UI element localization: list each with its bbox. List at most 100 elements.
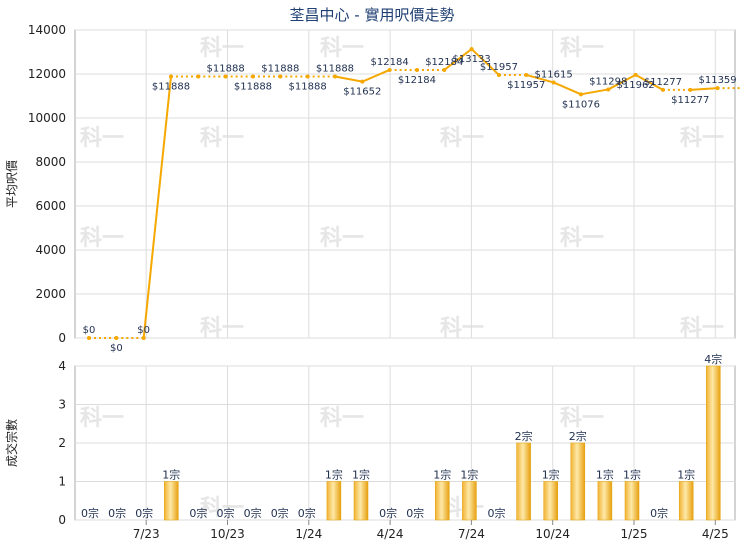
x-tick-label: 1/24 (295, 527, 322, 541)
volume-bar (353, 481, 369, 521)
price-y-tick-labels: 0 2000 4000 6000 8000 10000 12000 14000 (28, 23, 66, 345)
volume-bar (435, 481, 450, 521)
price-data-label: $11298 (589, 76, 627, 87)
volume-data-label: 0宗 (379, 506, 397, 520)
volume-data-label: 0宗 (406, 506, 424, 520)
volume-data-label: 0宗 (135, 506, 153, 520)
volume-data-label: 0宗 (488, 506, 506, 520)
price-point (114, 336, 119, 340)
price-line-series (87, 47, 740, 340)
x-tick-label: 10/24 (535, 527, 570, 541)
watermark-text: 科一 (560, 406, 604, 431)
volume-data-label: 1宗 (542, 468, 560, 482)
price-line-segment (580, 88, 609, 96)
volume-bar (706, 365, 721, 521)
price-data-label: $11888 (234, 81, 272, 92)
volume-bar (570, 442, 586, 521)
price-panel: 0 2000 4000 6000 8000 10000 12000 14000 平均呎價 $0… (5, 23, 740, 354)
watermark-text: 科一 (320, 36, 364, 61)
price-point (496, 72, 501, 77)
price-line-segment (361, 69, 391, 83)
price-point (633, 72, 638, 77)
price-data-label: $11888 (316, 63, 354, 74)
volume-data-label: 2宗 (515, 429, 533, 443)
price-point (469, 47, 474, 52)
watermark-text: 科一 (200, 316, 244, 341)
price-data-label: $11962 (617, 80, 655, 91)
watermark-text: 科一 (440, 126, 484, 151)
price-y-tick-label: 12000 (28, 67, 66, 81)
watermark-text: 科一 (320, 406, 364, 431)
volume-data-label: 0宗 (244, 506, 262, 520)
x-tick-label: 4/25 (702, 527, 729, 541)
price-data-label: $12184 (398, 75, 436, 86)
watermark-text: 科一 (560, 36, 604, 61)
price-data-label: $11277 (671, 95, 709, 106)
volume-data-label: 0宗 (298, 506, 316, 520)
price-point (524, 72, 529, 77)
price-line-segment (607, 73, 637, 91)
price-point (305, 74, 310, 79)
price-point (688, 87, 693, 92)
volume-bar (543, 481, 558, 521)
price-y-tick-label: 10000 (28, 111, 66, 125)
price-point (87, 336, 91, 340)
volume-data-labels: 0宗 0宗 0宗 1宗 0宗 0宗 0宗 0宗 0宗 1宗 1宗 0宗 0宗 1宗 1宗 0宗 2宗 1宗 2宗 1宗… (81, 352, 722, 520)
price-point (332, 74, 337, 79)
price-data-label: $11359 (698, 75, 736, 86)
volume-panel: 0 1 2 3 4 成交宗數 0宗 0宗 0宗 1宗 0宗 0宗 0宗 0宗 0宗 1宗 1宗 0宗 0宗 1宗 1… (4, 352, 736, 541)
watermark-text: 科一 (80, 126, 124, 151)
price-data-label: $11652 (343, 87, 381, 98)
price-y-tick-label: 4000 (35, 243, 66, 257)
volume-data-label: 1宗 (596, 468, 614, 482)
price-y-tick-label: 2000 (35, 287, 66, 301)
x-tick-label: 4/24 (377, 527, 404, 541)
price-line-segment (142, 76, 172, 339)
volume-bar (678, 481, 694, 521)
price-data-label: $11888 (261, 63, 299, 74)
price-y-axis-label: 平均呎價 (5, 160, 19, 208)
volume-data-label: 0宗 (189, 506, 207, 520)
watermark-text: 科一 (80, 226, 124, 251)
price-point (141, 336, 146, 340)
watermark-text: 科一 (80, 406, 124, 431)
price-data-label: $13133 (453, 54, 491, 65)
watermark-text: 科一 (320, 226, 364, 251)
volume-data-label: 1宗 (162, 468, 180, 482)
volume-data-label: 2宗 (569, 429, 587, 443)
price-data-label: $11957 (480, 62, 518, 73)
volume-data-label: 1宗 (433, 468, 451, 482)
x-tick-label: 1/25 (621, 527, 648, 541)
volume-data-label: 1宗 (460, 468, 478, 482)
volume-bar (597, 481, 613, 521)
price-data-label: $11888 (207, 63, 245, 74)
volume-bar (462, 481, 477, 521)
watermark-text: 科一 (560, 226, 604, 251)
price-data-label: $12184 (371, 57, 409, 68)
price-point (387, 67, 392, 72)
price-data-label: $11615 (535, 69, 573, 80)
price-line-segment (635, 73, 664, 91)
volume-y-axis-label: 成交宗數 (4, 419, 19, 467)
price-data-label: $11888 (289, 81, 327, 92)
volume-data-label: 1宗 (677, 468, 695, 482)
price-line-segment (470, 48, 500, 76)
price-gridlines (75, 29, 735, 339)
volume-y-tick-label: 1 (58, 475, 66, 489)
volume-bar (164, 481, 179, 521)
price-line-segment (553, 81, 582, 96)
price-line-segment (443, 48, 473, 71)
price-data-label: $0 (110, 343, 123, 354)
price-point (715, 86, 720, 91)
price-point (442, 67, 447, 72)
price-point (223, 74, 228, 79)
volume-data-label: 0宗 (108, 506, 126, 520)
price-data-label: $11277 (644, 77, 682, 88)
price-y-tick-label: 8000 (35, 155, 66, 169)
price-point (278, 74, 283, 79)
price-point (578, 92, 583, 97)
volume-y-tick-label: 3 (58, 398, 66, 412)
watermark-text: 科一 (680, 126, 724, 151)
volume-bar (516, 442, 531, 521)
